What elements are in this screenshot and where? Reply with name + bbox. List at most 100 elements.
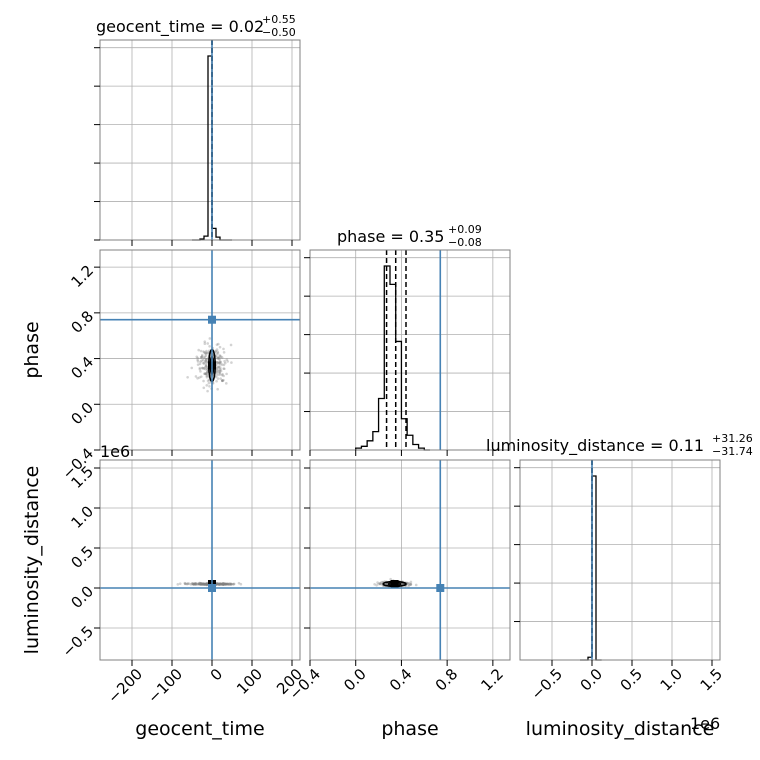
- sample-point: [221, 582, 225, 585]
- sample-point: [198, 582, 202, 586]
- sample-point: [197, 582, 201, 586]
- y-axis-title-phase: phase: [21, 321, 43, 378]
- sample-point: [204, 372, 208, 375]
- sample-point: [200, 582, 203, 586]
- panel-frame: [519, 459, 721, 661]
- sample-point: [219, 360, 222, 363]
- sample-point: [201, 582, 205, 586]
- sample-point: [216, 361, 219, 364]
- sample-point: [225, 582, 229, 586]
- sample-point: [226, 582, 229, 586]
- sample-point: [378, 582, 382, 586]
- sample-point: [222, 378, 225, 382]
- sample-point: [222, 347, 225, 351]
- sample-point: [216, 356, 220, 360]
- sample-point: [190, 366, 194, 370]
- x-tick-label: 0.5: [617, 665, 647, 695]
- sample-point: [409, 580, 413, 584]
- sample-point: [225, 358, 229, 361]
- sample-point: [217, 582, 221, 586]
- sample-point: [220, 582, 224, 586]
- sample-point: [214, 375, 218, 379]
- sample-point: [205, 361, 209, 365]
- sample-point: [217, 365, 220, 368]
- sample-point: [218, 363, 222, 366]
- sample-point: [218, 366, 222, 369]
- sample-point: [200, 582, 203, 585]
- sample-point: [189, 583, 193, 586]
- truth-marker: [208, 315, 216, 324]
- sample-point: [219, 369, 223, 373]
- sample-point: [220, 379, 224, 382]
- sample-point: [225, 582, 228, 586]
- sample-point: [196, 360, 200, 363]
- sample-point: [200, 353, 204, 357]
- sample-point: [202, 367, 205, 370]
- sample-point: [218, 355, 222, 358]
- sample-point: [203, 372, 206, 375]
- sample-point: [199, 582, 203, 586]
- sample-point: [222, 367, 225, 370]
- sample-point: [217, 366, 221, 369]
- sample-point: [198, 362, 202, 366]
- sample-point: [206, 351, 210, 355]
- sample-point: [201, 583, 204, 586]
- sample-point: [218, 582, 222, 585]
- sample-point: [414, 583, 418, 587]
- sample-point: [203, 361, 206, 364]
- panel-frame: [99, 39, 301, 241]
- title-luminosity-distance-minus: −31.74: [712, 445, 753, 458]
- sample-point: [409, 583, 412, 586]
- sample-point: [216, 582, 219, 586]
- sample-point: [200, 355, 203, 359]
- sample-point: [218, 345, 222, 349]
- sample-point: [408, 583, 411, 587]
- x-tick-label: 1.5: [697, 665, 727, 695]
- sample-point: [224, 582, 227, 586]
- sample-point: [199, 370, 202, 373]
- sample-point: [216, 350, 219, 354]
- sample-point: [216, 387, 219, 391]
- sample-point: [205, 582, 208, 585]
- sample-point: [176, 583, 180, 586]
- sample-point: [183, 581, 187, 585]
- sample-point: [222, 582, 226, 586]
- sample-point: [204, 357, 208, 361]
- sample-point: [193, 582, 197, 586]
- sample-point: [217, 361, 220, 365]
- sample-point: [224, 582, 228, 586]
- sample-point: [218, 358, 221, 361]
- sample-point: [229, 582, 233, 586]
- sample-point: [220, 379, 224, 383]
- sample-point: [232, 582, 236, 586]
- sample-point: [202, 351, 206, 354]
- sample-point: [215, 343, 219, 346]
- sample-point: [225, 582, 228, 586]
- sample-point: [204, 354, 208, 358]
- sample-point: [202, 582, 206, 586]
- sample-point: [221, 582, 225, 586]
- sample-point: [222, 582, 226, 585]
- sample-point: [203, 372, 207, 376]
- sample-point: [226, 582, 229, 586]
- sample-point: [231, 582, 235, 586]
- sample-point: [221, 582, 224, 586]
- sample-point: [194, 375, 198, 378]
- sample-point: [237, 581, 241, 585]
- sample-point: [224, 583, 228, 586]
- sample-point: [215, 379, 218, 383]
- sample-point: [224, 582, 227, 586]
- sample-point: [204, 359, 208, 362]
- sample-point: [218, 370, 222, 373]
- sample-point: [222, 583, 225, 586]
- sample-point: [198, 582, 201, 586]
- sample-point: [215, 582, 219, 585]
- x-tick-label: 0.8: [432, 665, 462, 695]
- sample-point: [205, 582, 209, 586]
- sample-point: [217, 583, 221, 587]
- sample-point: [201, 366, 204, 370]
- sample-point: [199, 360, 202, 363]
- sample-point: [204, 351, 207, 355]
- grid-layer: [100, 40, 720, 660]
- sample-point: [220, 582, 224, 585]
